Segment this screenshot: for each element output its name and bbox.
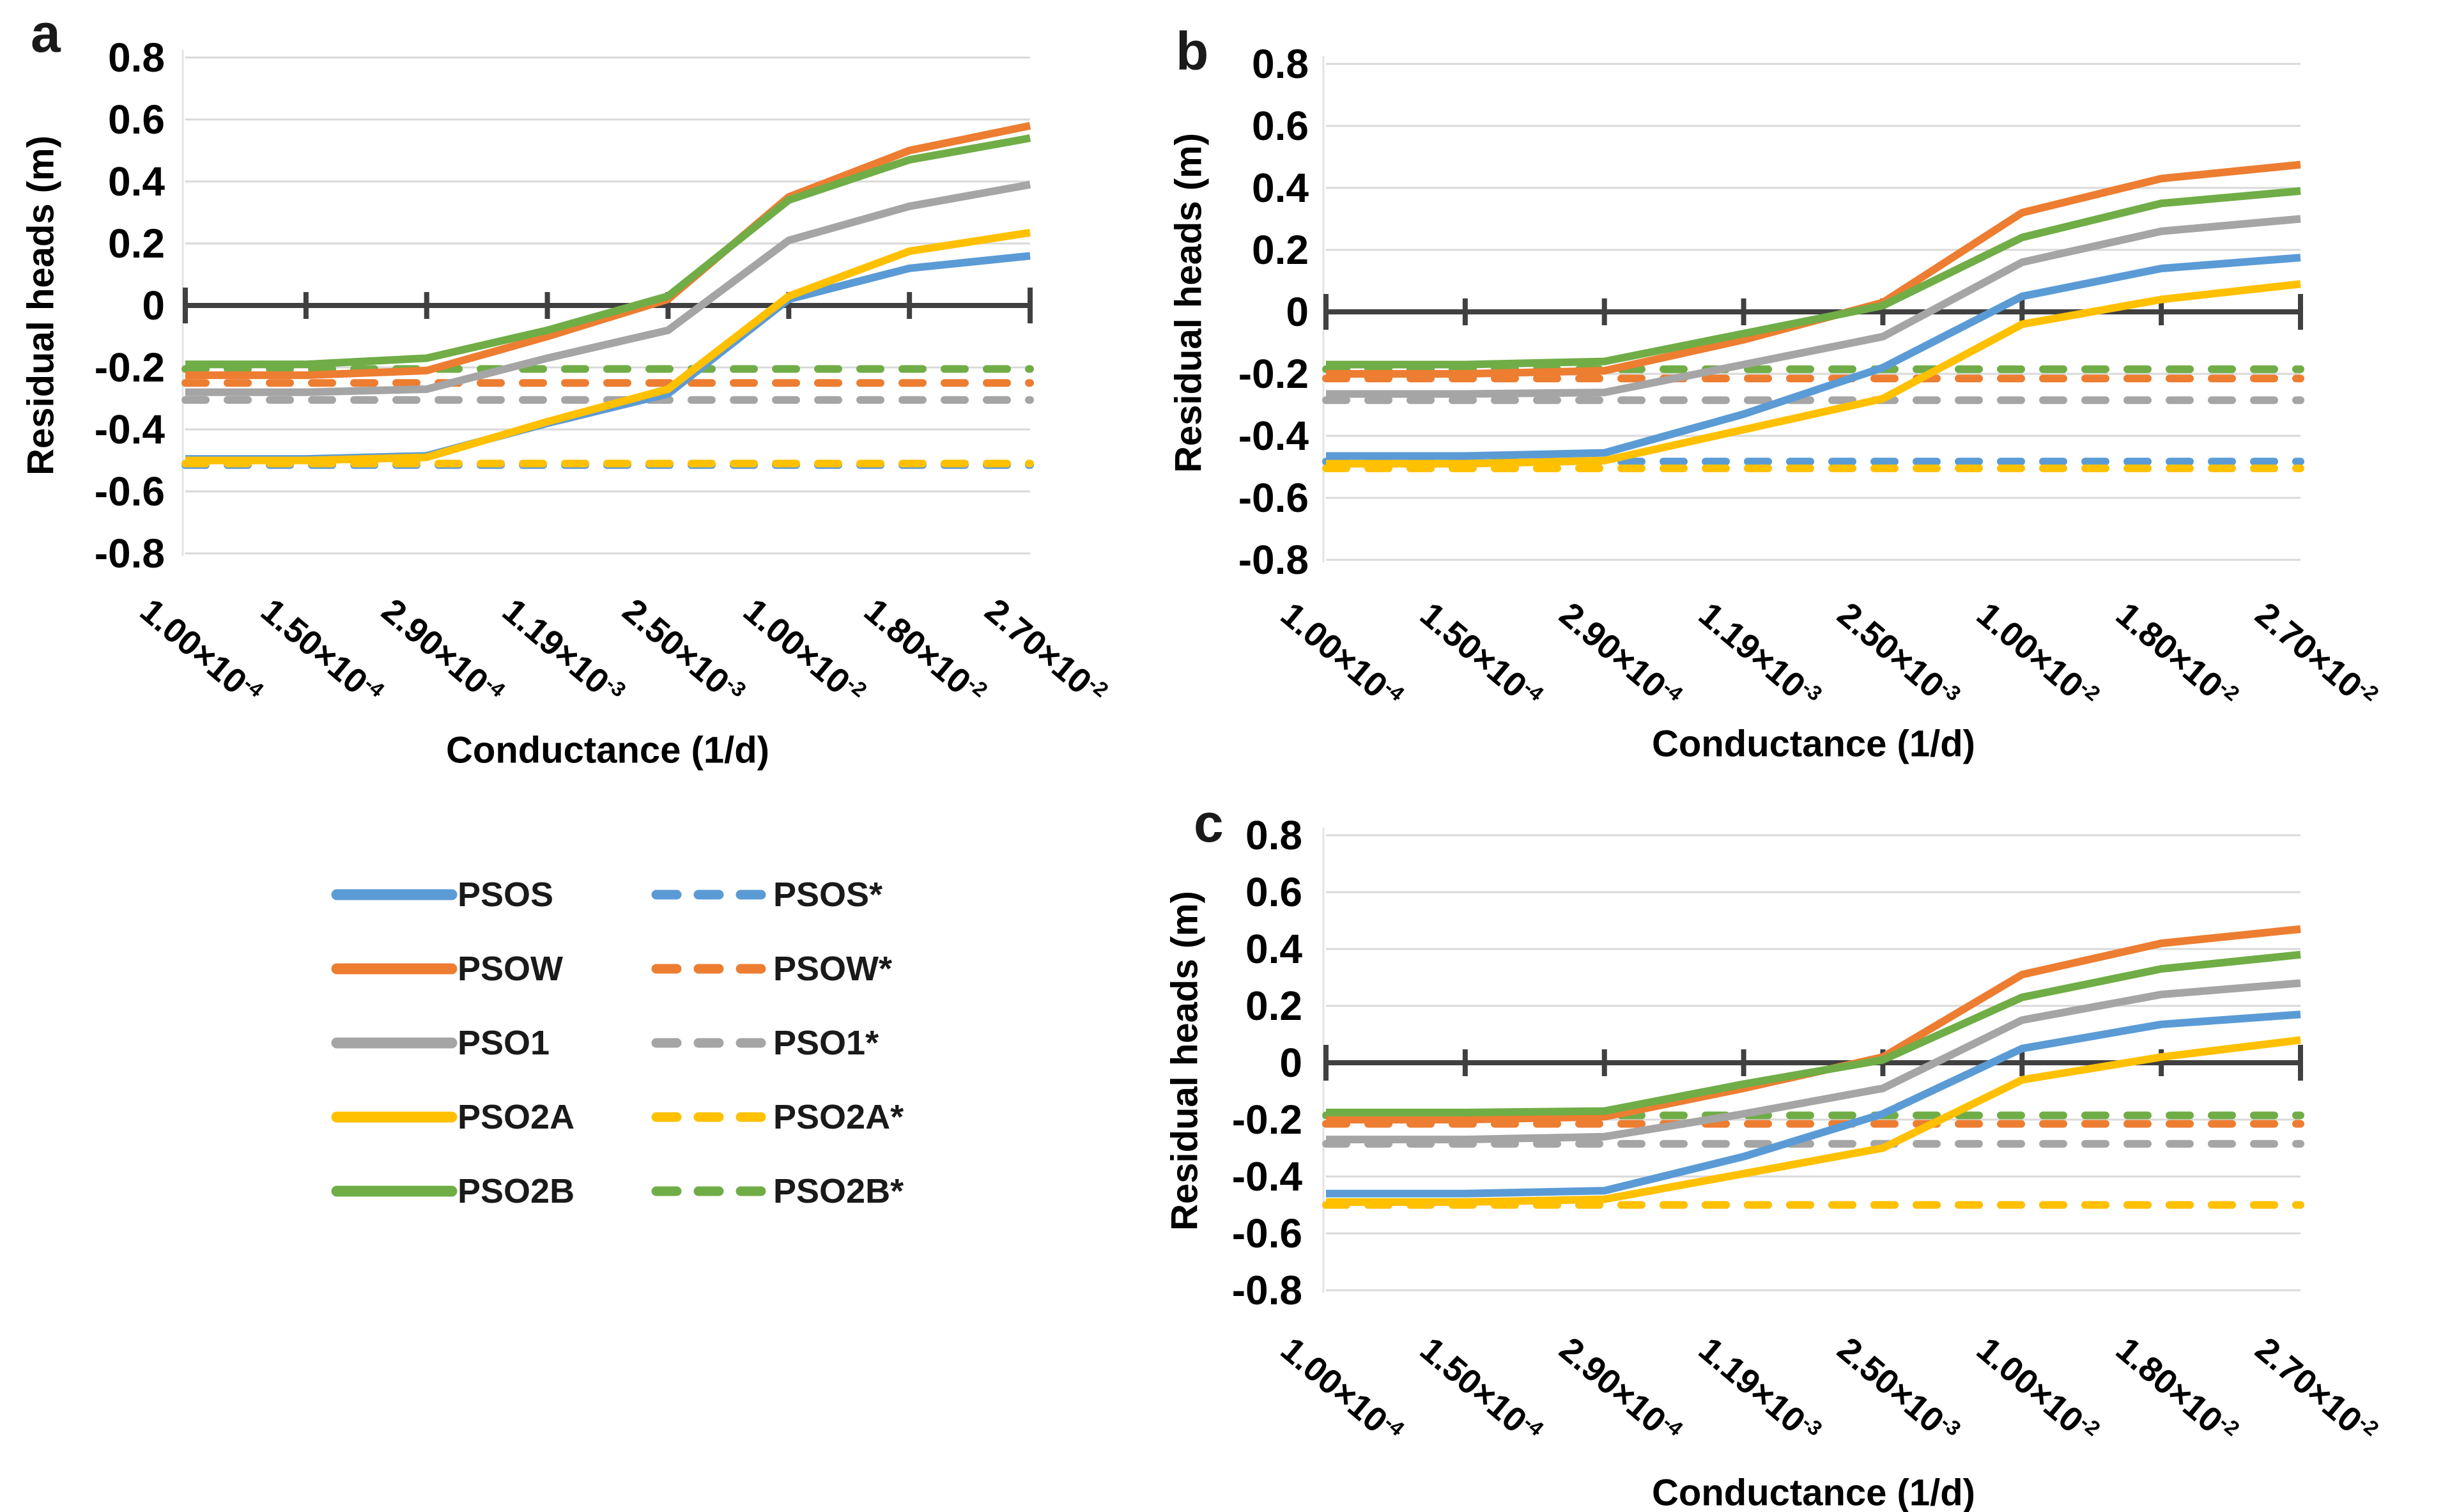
panel-b-series-PSO2B: [1326, 187, 2301, 369]
panel-a-series-PSO2A: [185, 229, 1031, 465]
y-tick-label-a: 0.6: [108, 96, 165, 143]
y-tick-label-a: -0.4: [94, 406, 165, 452]
legend-label-PSOS*: PSOS*: [773, 876, 883, 914]
y-tick-label-a: 0.2: [108, 220, 165, 266]
panel-a-series-PSOW: [185, 121, 1031, 380]
legend-label-PSO2B: PSO2B: [458, 1172, 575, 1210]
x-axis-title-c: Conductance (1/d): [1652, 1472, 1975, 1512]
panel-c-series-PSOS: [1326, 1010, 2301, 1198]
y-tick-label-a: 0.8: [108, 35, 165, 81]
y-tick-label-a: 0: [142, 282, 165, 328]
legend-label-PSOW*: PSOW*: [773, 950, 893, 988]
x-axis-title-b: Conductance (1/d): [1652, 723, 1975, 765]
y-tick-label-b: 0.6: [1252, 103, 1309, 149]
panel-c-series-PSO2A: [1326, 1036, 2301, 1207]
y-tick-label-a: -0.6: [94, 468, 165, 514]
panel-label-a: a: [31, 3, 61, 63]
y-tick-label-b: 0.8: [1252, 41, 1309, 87]
panel-a-series-PSO1: [185, 180, 1031, 396]
y-tick-label-a: -0.2: [94, 344, 165, 390]
y-tick-label-b: 0.2: [1252, 227, 1309, 273]
legend-label-PSOW: PSOW: [458, 950, 564, 988]
y-tick-label-b: -0.2: [1238, 351, 1309, 397]
panel-b-series-PSOS: [1326, 254, 2301, 460]
panel-a-series-PSO2B: [185, 134, 1031, 369]
y-tick-label-c: 0: [1279, 1040, 1302, 1086]
legend-label-PSO1*: PSO1*: [773, 1024, 879, 1062]
panel-label-c: c: [1194, 793, 1224, 853]
legend-label-PSO1: PSO1: [458, 1024, 550, 1062]
panel-b-series-PSO1: [1326, 215, 2301, 398]
panel-a-series-PSOS: [185, 252, 1031, 463]
y-tick-label-c: -0.8: [1231, 1267, 1302, 1313]
y-tick-label-c: -0.4: [1231, 1153, 1302, 1200]
y-tick-label-a: -0.8: [94, 530, 165, 576]
panel-c-series-PSO2B: [1326, 950, 2301, 1116]
legend-label-PSO2B*: PSO2B*: [773, 1172, 904, 1210]
y-tick-label-c: 0.6: [1245, 869, 1302, 915]
x-axis-title-a: Conductance (1/d): [446, 729, 769, 771]
legend-label-PSO2A: PSO2A: [458, 1098, 575, 1136]
y-tick-label-c: 0.4: [1245, 926, 1302, 972]
y-tick-label-b: -0.4: [1238, 413, 1309, 459]
legend-label-PSOS: PSOS: [458, 876, 554, 914]
panel-label-b: b: [1176, 21, 1209, 81]
y-tick-label-b: 0.4: [1252, 165, 1309, 211]
y-tick-label-c: -0.6: [1231, 1210, 1302, 1256]
y-tick-label-c: -0.2: [1231, 1097, 1302, 1143]
y-tick-label-b: -0.8: [1238, 537, 1309, 583]
y-tick-label-c: 0.8: [1245, 812, 1302, 858]
y-tick-label-b: 0: [1286, 289, 1309, 335]
legend-label-PSO2A*: PSO2A*: [773, 1098, 904, 1136]
y-tick-label-a: 0.4: [108, 158, 165, 204]
panel-b-series-PSO2A: [1326, 280, 2301, 468]
panel-c-series-PSO1: [1326, 979, 2301, 1144]
y-tick-label-b: -0.6: [1238, 475, 1309, 521]
y-tick-label-c: 0.2: [1245, 983, 1302, 1029]
